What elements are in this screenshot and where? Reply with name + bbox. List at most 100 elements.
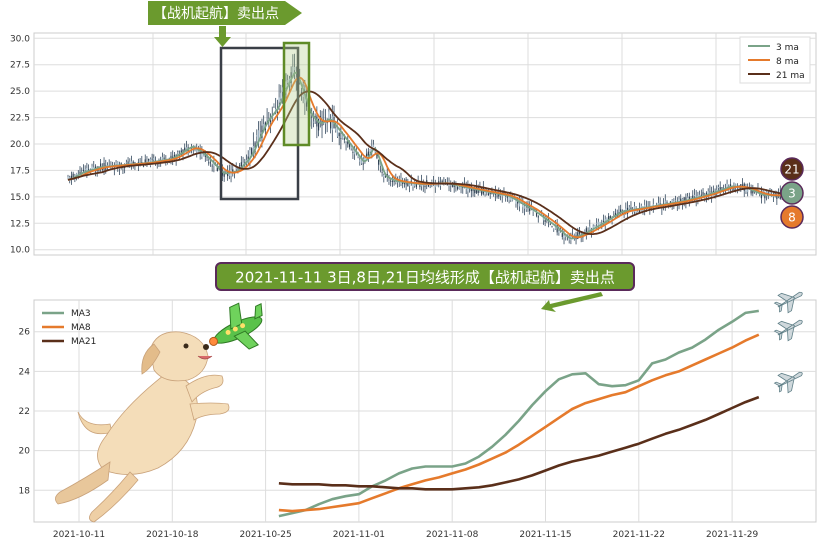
candle-body — [721, 187, 723, 189]
candle-body — [173, 154, 176, 158]
candle-body — [208, 162, 210, 164]
bottom-title-banner: 2021-11-11 3日,8日,21日均线形成【战机起航】卖出点 — [215, 262, 635, 312]
candle-body — [280, 93, 282, 99]
candle-body — [316, 116, 318, 127]
candle-body — [290, 72, 292, 83]
legend-ma3-label: MA3 — [71, 309, 91, 319]
candle-body — [544, 219, 546, 222]
candle-body — [257, 130, 260, 143]
candle-body — [124, 167, 126, 169]
airplane-icon — [773, 291, 803, 314]
candle-body — [508, 195, 510, 201]
candle-body — [285, 81, 287, 88]
candle-body — [201, 152, 203, 157]
candle-body — [148, 158, 150, 161]
candle-body — [72, 173, 74, 178]
dog-mouth — [197, 355, 213, 360]
candle-body — [93, 167, 95, 168]
candle-body — [630, 207, 632, 209]
candle-body — [402, 181, 404, 184]
candle-body — [659, 203, 661, 206]
candle-body — [348, 142, 351, 148]
dog-ear — [141, 343, 161, 375]
candle-body — [613, 214, 615, 216]
candle-body — [568, 238, 570, 240]
ma-badge-8: 8 — [780, 205, 804, 229]
candle-body — [407, 182, 409, 187]
toy-airplane-window — [232, 326, 238, 332]
legend-ma8-label: MA8 — [71, 323, 91, 333]
candle-body — [609, 216, 611, 219]
airplane-icon-body — [773, 319, 803, 342]
candle-body — [553, 229, 555, 231]
candle-body — [415, 182, 418, 188]
candle-body — [350, 145, 352, 149]
candle-body — [74, 175, 76, 177]
candle-body — [419, 185, 421, 188]
candle-body — [733, 187, 735, 191]
candle-body — [161, 156, 163, 161]
candle-body — [565, 236, 567, 237]
legend-3ma-label: 3 ma — [776, 43, 799, 53]
candle-body — [247, 156, 249, 162]
bottom-y-tick-label: 22 — [19, 407, 30, 417]
candle-body — [424, 185, 426, 188]
candle-body — [408, 183, 411, 187]
toy-airplane-window — [240, 323, 246, 329]
candle-body — [170, 155, 172, 159]
candle-body — [596, 222, 598, 224]
candle-body — [312, 121, 315, 123]
candle-body — [209, 162, 212, 164]
sell-point-box — [282, 41, 311, 147]
candle-body — [192, 146, 194, 150]
dog-tail — [77, 411, 113, 435]
candle-body — [91, 166, 93, 170]
candle-body — [707, 191, 709, 196]
candle-body — [261, 125, 263, 139]
candle-body — [687, 196, 689, 198]
badge-8-circle — [780, 205, 804, 229]
candle-body — [259, 132, 261, 134]
banner-down-arrow — [214, 26, 231, 47]
bottom-x-tick-label: 2021-11-29 — [706, 530, 759, 540]
candle-body — [163, 157, 165, 159]
candle-body — [79, 171, 81, 175]
bottom-title-frame — [215, 262, 635, 291]
candle-body — [499, 195, 502, 196]
candle-body — [352, 152, 354, 153]
candle-body — [383, 174, 385, 178]
candle-body — [381, 171, 383, 173]
dog-front-leg — [185, 374, 224, 403]
candle-body — [221, 170, 224, 176]
candle-body — [369, 149, 371, 152]
badge-3-circle — [780, 181, 804, 205]
candle-body — [563, 235, 565, 238]
candle-body — [328, 111, 330, 119]
dog-eye — [183, 343, 189, 349]
candle-body — [515, 198, 517, 204]
candle-body — [281, 87, 284, 92]
candle-body — [446, 183, 448, 186]
candle-body — [523, 206, 526, 209]
candle-body — [216, 167, 218, 171]
candle-body — [127, 161, 129, 166]
candle-body — [717, 186, 720, 189]
candle-body — [472, 189, 474, 192]
candle-body — [384, 175, 387, 177]
bottom-x-tick-label: 2021-11-08 — [426, 530, 479, 540]
candle-body — [84, 169, 86, 171]
top-y-tick-label: 10.0 — [10, 246, 30, 256]
bottom-chart-title: 2021-11-11 3日,8日,21日均线形成【战机起航】卖出点 — [235, 269, 615, 287]
bottom-y-axis: 18 20 22 24 26 — [19, 328, 31, 497]
bottom-x-tick-label: 2021-10-11 — [53, 530, 105, 540]
dog-back-leg — [89, 471, 139, 523]
candle-body — [252, 146, 254, 154]
candle-body — [441, 180, 443, 184]
candle-body — [240, 162, 242, 170]
toy-airplane-icon — [209, 302, 263, 350]
candle-body — [292, 66, 294, 78]
candle-body — [599, 222, 601, 226]
bottom-ma3-line — [278, 309, 759, 518]
candle-body — [644, 204, 646, 209]
